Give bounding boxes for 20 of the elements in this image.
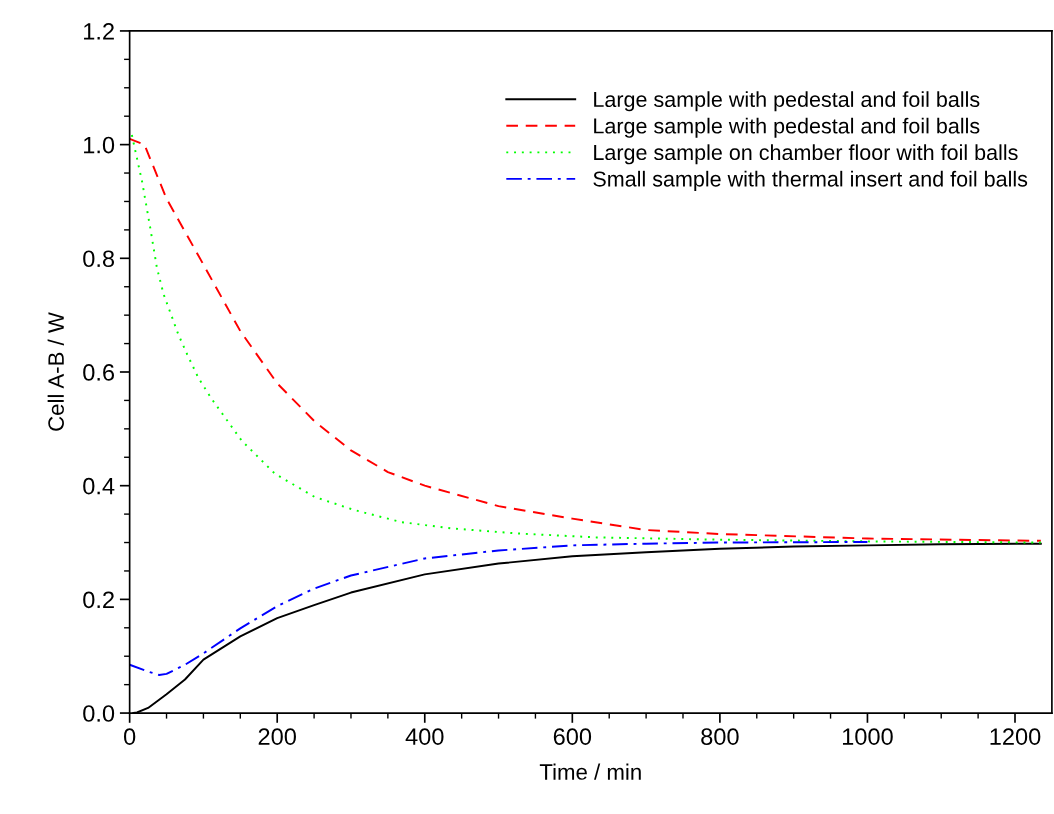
y-tick-label: 1.0 [84, 136, 115, 154]
legend-label: Large sample with pedestal and foil balls [594, 91, 980, 112]
y-tick-label: 0.2 [83, 591, 114, 609]
y-tick-label: 0.8 [83, 250, 115, 268]
x-tick-label: 1200 [990, 728, 1041, 745]
x-tick-label: 400 [405, 728, 444, 745]
legend-label: Large sample with pedestal and foil balls [594, 117, 980, 138]
x-tick-label: 200 [258, 728, 296, 745]
y-tick-label: 0.4 [83, 477, 115, 495]
y-tick-label: 0.6 [83, 364, 115, 381]
x-tick-label: 1000 [842, 728, 893, 745]
y-axis-title: Cell A-B / W [47, 312, 64, 431]
x-tick-label: 0 [124, 728, 136, 745]
x-tick-label: 600 [553, 728, 592, 745]
x-axis-title: Time / min [539, 763, 641, 780]
legend-label: Large sample on chamber floor with foil balls [594, 144, 1018, 165]
y-tick-label: 1.2 [84, 23, 114, 40]
x-tick-label: 800 [701, 728, 739, 745]
y-tick-label: 0.0 [83, 705, 115, 722]
legend-label: Small sample with thermal insert and foil balls [593, 170, 1028, 191]
